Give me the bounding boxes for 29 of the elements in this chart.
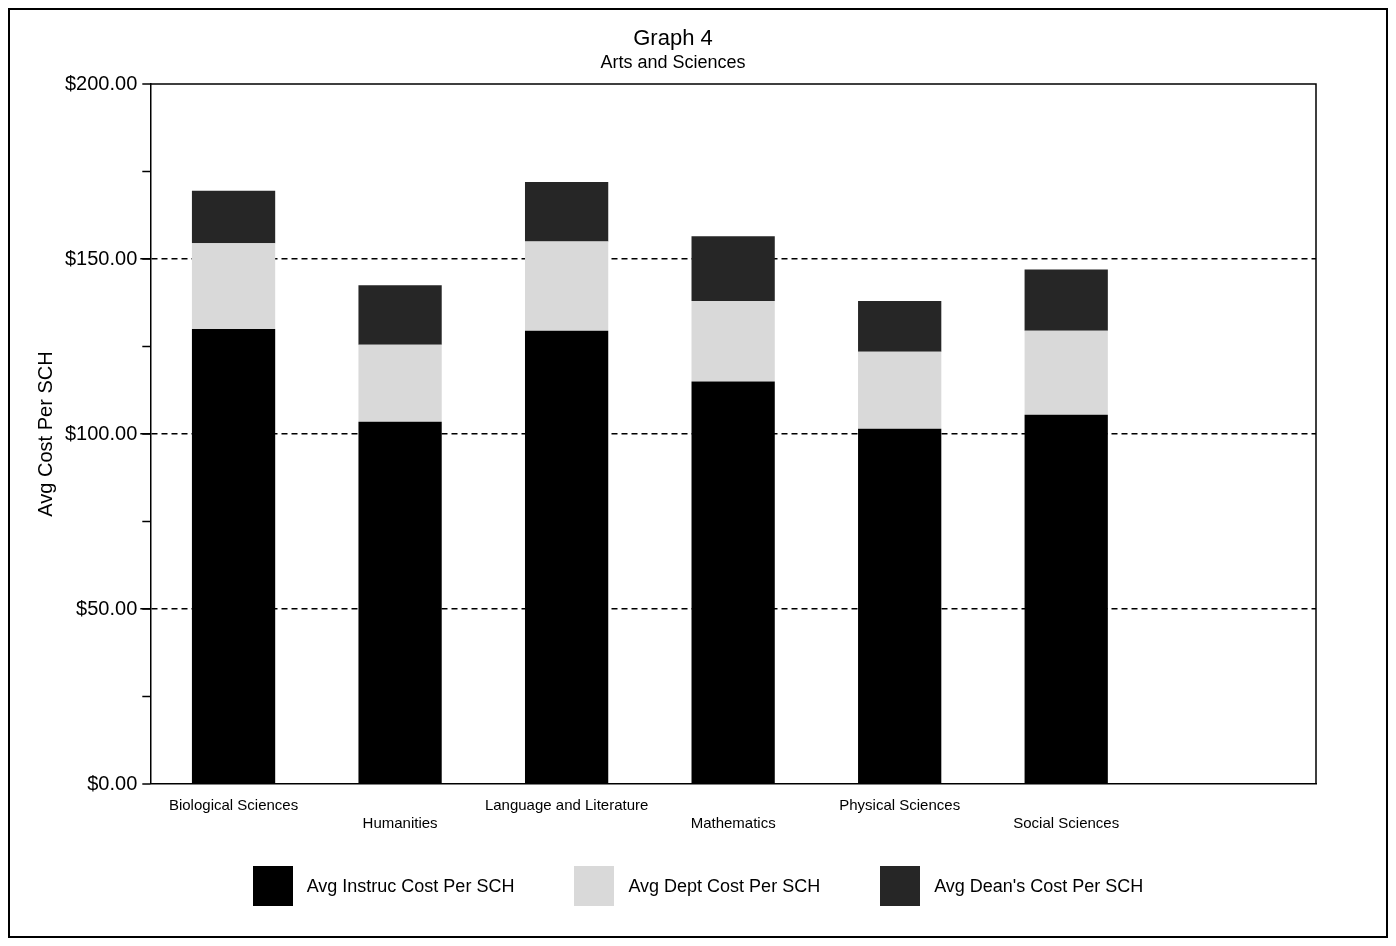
- legend-label: Avg Dept Cost Per SCH: [628, 875, 821, 897]
- bar: [691, 236, 775, 301]
- legend-label: Avg Instruc Cost Per SCH: [306, 875, 515, 897]
- x-tick-label: Mathematics: [690, 814, 776, 832]
- bar: [858, 301, 942, 352]
- bar: [1024, 269, 1108, 331]
- bar: [524, 241, 609, 331]
- y-tick-label: $0.00: [87, 771, 138, 794]
- chart-subtitle: Arts and Sciences: [600, 52, 746, 73]
- bar: [858, 351, 942, 429]
- bar: [1024, 330, 1108, 415]
- x-tick-label: Physical Sciences: [839, 796, 961, 814]
- x-tick-label: Biological Sciences: [168, 796, 299, 814]
- x-tick-label: Social Sciences: [1013, 814, 1120, 832]
- bar: [191, 243, 276, 329]
- bar: [524, 182, 609, 242]
- x-tick-label: Humanities: [362, 814, 438, 832]
- bar: [358, 344, 442, 422]
- legend-label: Avg Dean's Cost Per SCH: [934, 875, 1144, 897]
- y-tick-label: $50.00: [76, 596, 138, 619]
- y-axis-title: Avg Cost Per SCH: [33, 351, 56, 517]
- y-tick-label: $150.00: [65, 246, 138, 269]
- x-tick-label: Language and Literature: [484, 796, 649, 814]
- chart-title: Graph 4: [633, 25, 713, 51]
- y-tick-label: $200.00: [65, 71, 138, 94]
- bar: [191, 190, 276, 244]
- bar: [358, 285, 442, 345]
- bar: [691, 301, 775, 382]
- y-tick-label: $100.00: [65, 421, 138, 444]
